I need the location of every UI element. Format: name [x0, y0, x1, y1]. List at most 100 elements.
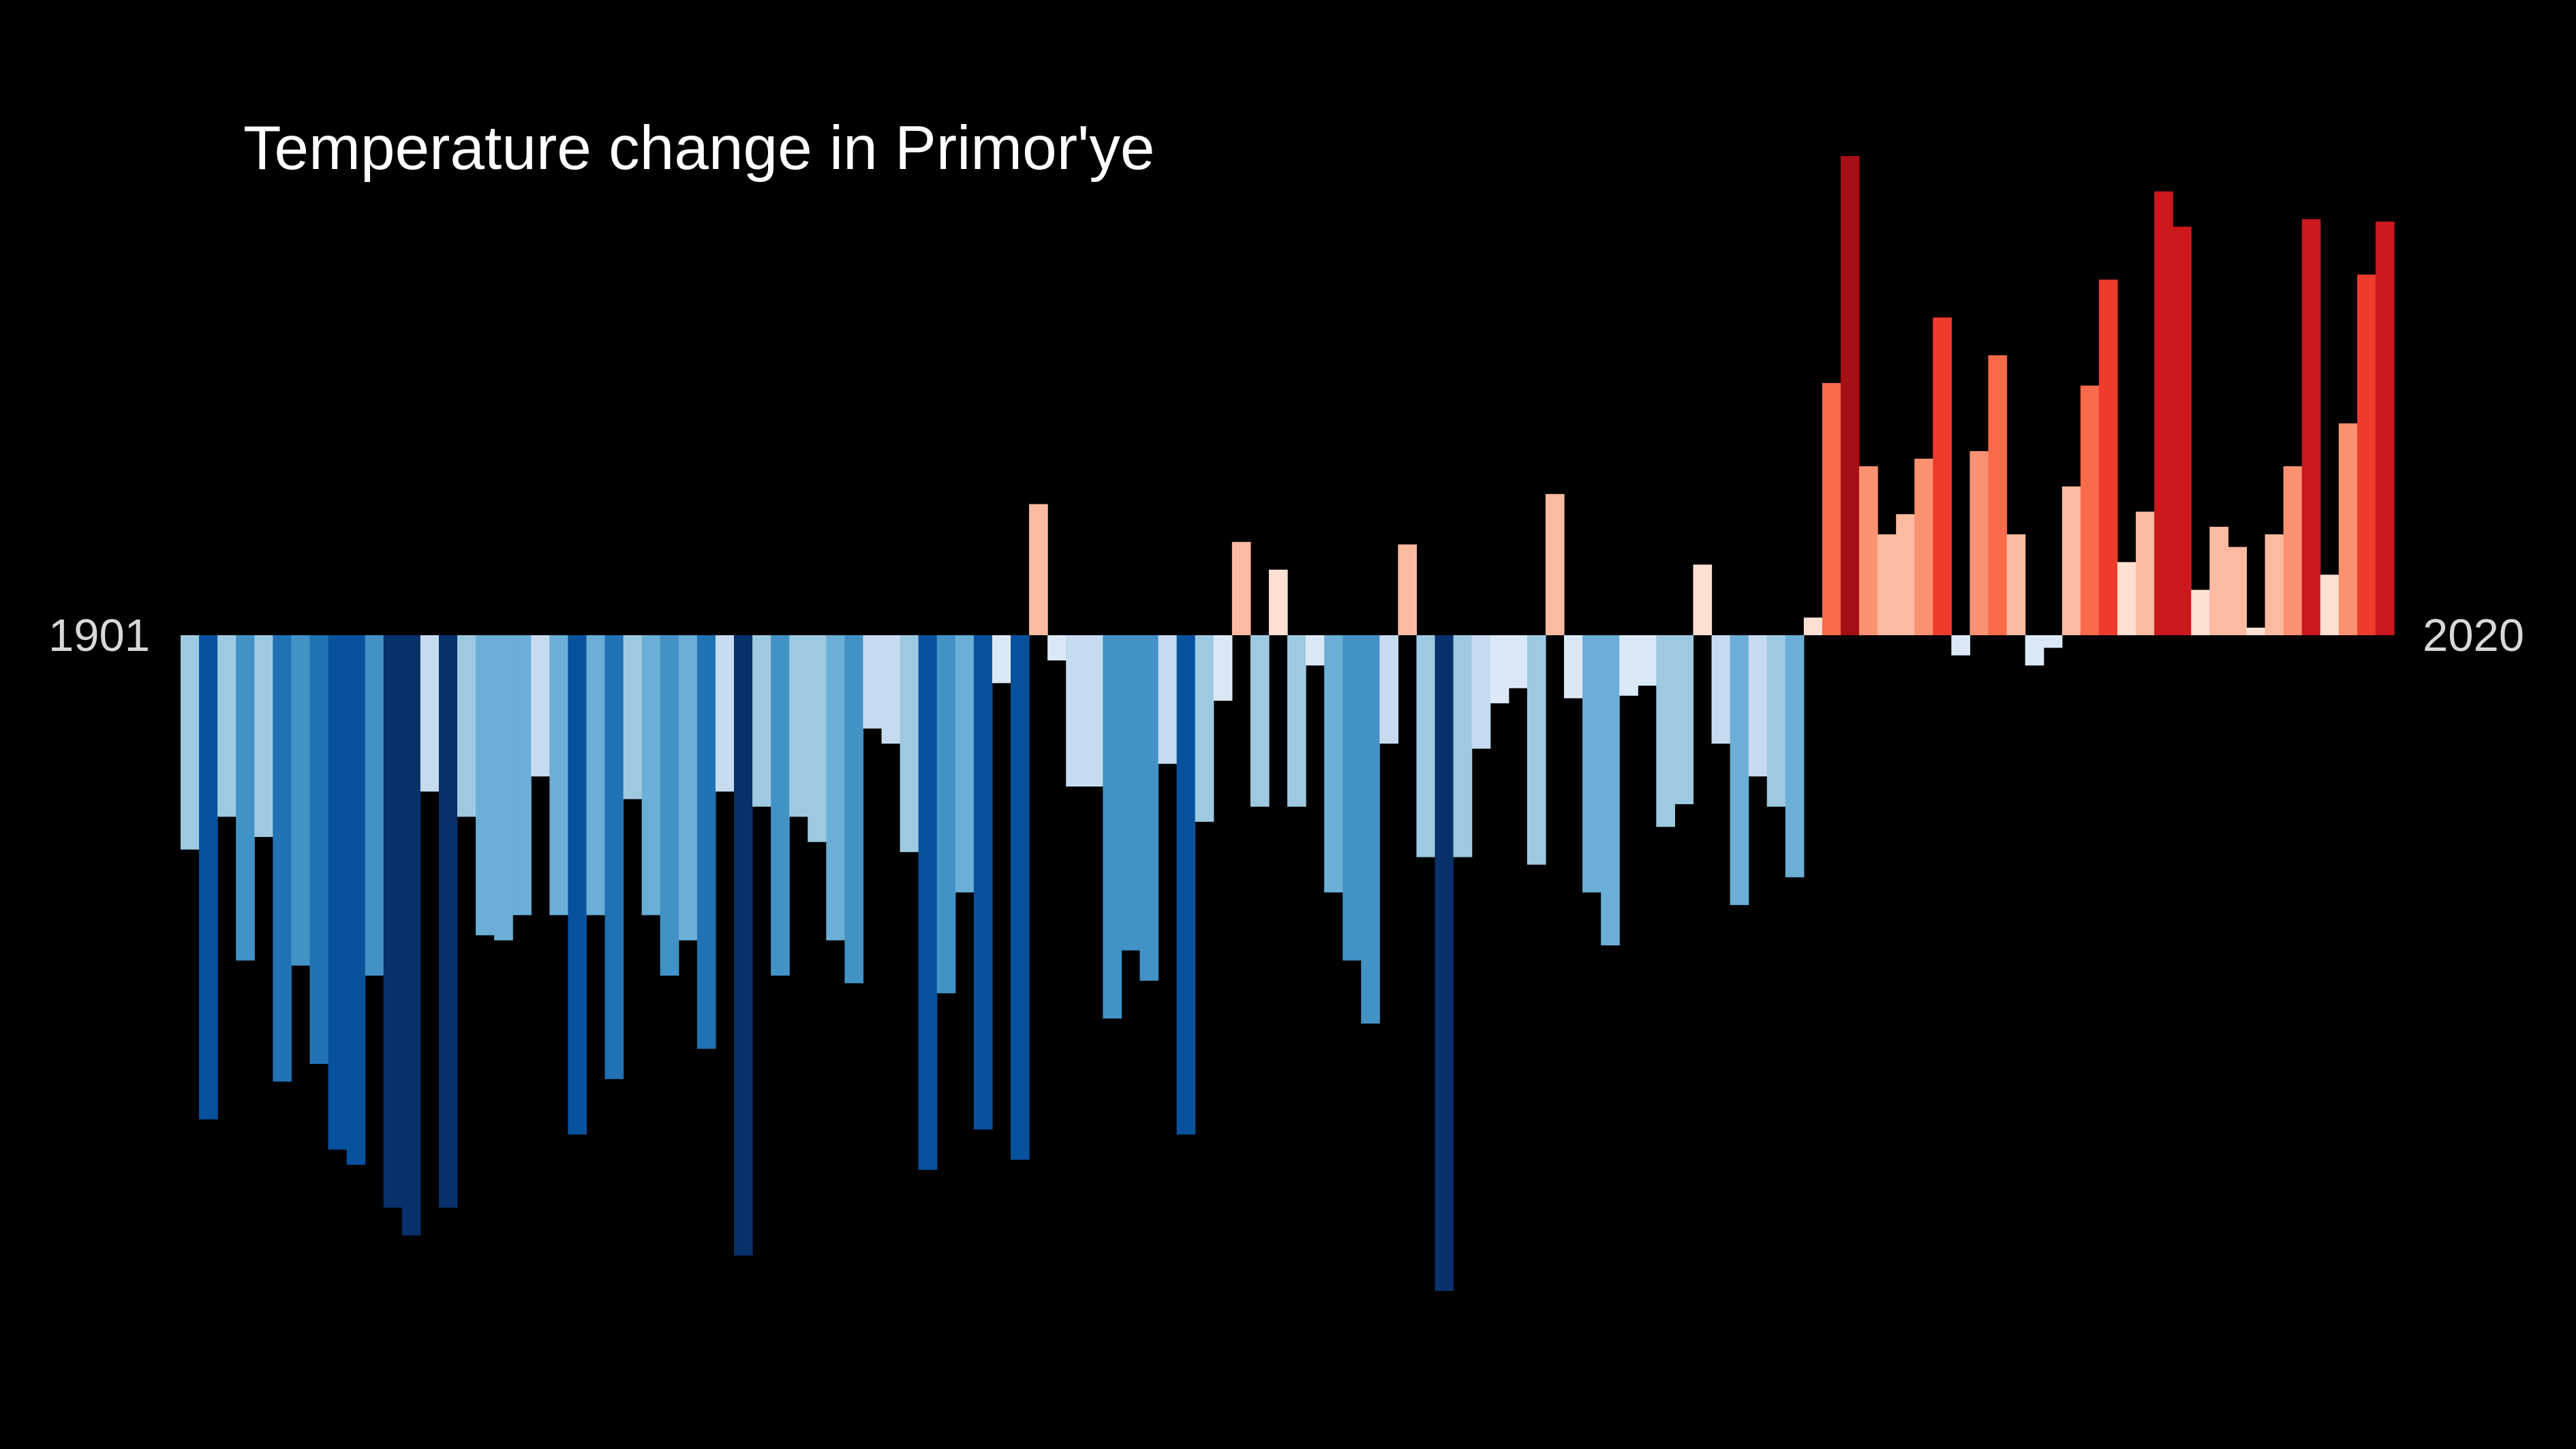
- year-bar-103: [2061, 486, 2081, 635]
- year-bar-107: [2136, 511, 2155, 635]
- year-bar-101: [2025, 635, 2044, 666]
- year-bar-3: [217, 635, 236, 817]
- year-bar-47: [1029, 504, 1048, 635]
- year-bar-105: [2098, 279, 2118, 635]
- year-bar-117: [2320, 575, 2340, 635]
- year-bar-55: [1176, 635, 1196, 1135]
- year-bar-41: [918, 635, 938, 1170]
- year-bar-59: [1250, 635, 1270, 807]
- year-bar-86: [1748, 635, 1768, 777]
- year-bar-118: [2338, 423, 2358, 635]
- year-bar-110: [2191, 590, 2210, 635]
- year-bar-91: [1841, 156, 1860, 635]
- year-bar-37: [844, 635, 864, 983]
- year-bar-112: [2228, 547, 2248, 635]
- year-bar-83: [1693, 564, 1713, 635]
- year-bar-96: [1933, 317, 1952, 635]
- end-year-label: 2020: [2423, 610, 2524, 661]
- year-bar-67: [1398, 544, 1417, 635]
- year-bar-26: [641, 635, 661, 915]
- year-bar-15: [438, 635, 458, 1208]
- year-bar-87: [1766, 635, 1786, 807]
- year-bar-51: [1103, 635, 1122, 1019]
- year-bar-92: [1859, 466, 1878, 635]
- year-bar-65: [1361, 635, 1380, 1024]
- year-bar-99: [1988, 355, 2008, 635]
- year-bar-16: [457, 635, 476, 817]
- year-bar-35: [808, 635, 827, 842]
- year-bar-109: [2173, 226, 2192, 636]
- year-bar-120: [2375, 222, 2395, 635]
- year-bar-39: [881, 635, 901, 744]
- year-bar-48: [1047, 635, 1067, 660]
- year-bar-29: [696, 635, 716, 1049]
- year-bar-14: [420, 635, 440, 792]
- year-bar-54: [1158, 635, 1178, 764]
- year-bar-23: [586, 635, 606, 915]
- year-bar-8: [309, 635, 329, 1064]
- year-bar-71: [1471, 635, 1491, 749]
- year-bar-94: [1896, 514, 1915, 635]
- year-bar-25: [623, 635, 643, 799]
- year-bar-13: [401, 635, 421, 1236]
- bars-group: [181, 156, 2395, 1291]
- chart-title: Temperature change in Primor'ye: [243, 114, 1155, 183]
- year-bar-56: [1195, 635, 1214, 822]
- year-bar-72: [1490, 635, 1509, 703]
- year-bar-22: [568, 635, 587, 1135]
- year-bar-114: [2265, 534, 2284, 635]
- year-bar-9: [328, 635, 348, 1150]
- year-bar-100: [2006, 534, 2026, 635]
- year-bar-42: [936, 635, 956, 994]
- year-bar-102: [2043, 635, 2063, 648]
- year-bar-5: [254, 635, 273, 837]
- year-bar-32: [752, 635, 771, 807]
- year-bar-6: [273, 635, 292, 1082]
- year-bar-115: [2283, 466, 2303, 635]
- year-bar-19: [512, 635, 532, 915]
- year-bar-79: [1619, 635, 1638, 696]
- year-bar-53: [1139, 635, 1159, 981]
- year-bar-21: [549, 635, 568, 915]
- year-bar-17: [476, 635, 495, 936]
- year-bar-98: [1969, 451, 1989, 635]
- year-bar-68: [1416, 635, 1436, 857]
- year-bar-18: [494, 635, 513, 941]
- year-bar-36: [826, 635, 845, 941]
- year-bar-57: [1213, 635, 1233, 701]
- year-bar-40: [900, 635, 919, 853]
- year-bar-63: [1324, 635, 1343, 893]
- year-bar-70: [1453, 635, 1473, 857]
- start-year-label: 1901: [48, 610, 150, 661]
- year-bar-43: [955, 635, 975, 893]
- year-bar-7: [291, 635, 311, 966]
- year-bar-75: [1545, 493, 1565, 635]
- year-bar-106: [2117, 562, 2136, 635]
- year-bar-60: [1268, 569, 1288, 635]
- year-bar-111: [2209, 526, 2228, 635]
- year-bar-119: [2357, 274, 2376, 635]
- year-bar-1: [181, 635, 200, 850]
- year-bar-27: [660, 635, 679, 976]
- year-bar-58: [1231, 542, 1251, 635]
- year-bar-28: [678, 635, 698, 941]
- year-bar-33: [771, 635, 790, 976]
- year-bar-88: [1785, 635, 1805, 878]
- year-bar-104: [2080, 385, 2100, 635]
- year-bar-66: [1379, 635, 1398, 744]
- year-bar-2: [199, 635, 218, 1120]
- year-bar-116: [2301, 219, 2321, 635]
- year-bar-61: [1287, 635, 1306, 807]
- year-bar-38: [863, 635, 883, 729]
- year-bar-69: [1435, 635, 1454, 1291]
- year-bar-64: [1343, 635, 1362, 961]
- year-bar-80: [1638, 635, 1657, 686]
- year-bar-81: [1656, 635, 1675, 827]
- year-bar-20: [531, 635, 550, 777]
- year-bar-73: [1508, 635, 1528, 688]
- year-bar-24: [604, 635, 624, 1080]
- year-bar-97: [1951, 635, 1971, 656]
- year-bar-84: [1711, 635, 1731, 744]
- year-bar-90: [1822, 383, 1841, 635]
